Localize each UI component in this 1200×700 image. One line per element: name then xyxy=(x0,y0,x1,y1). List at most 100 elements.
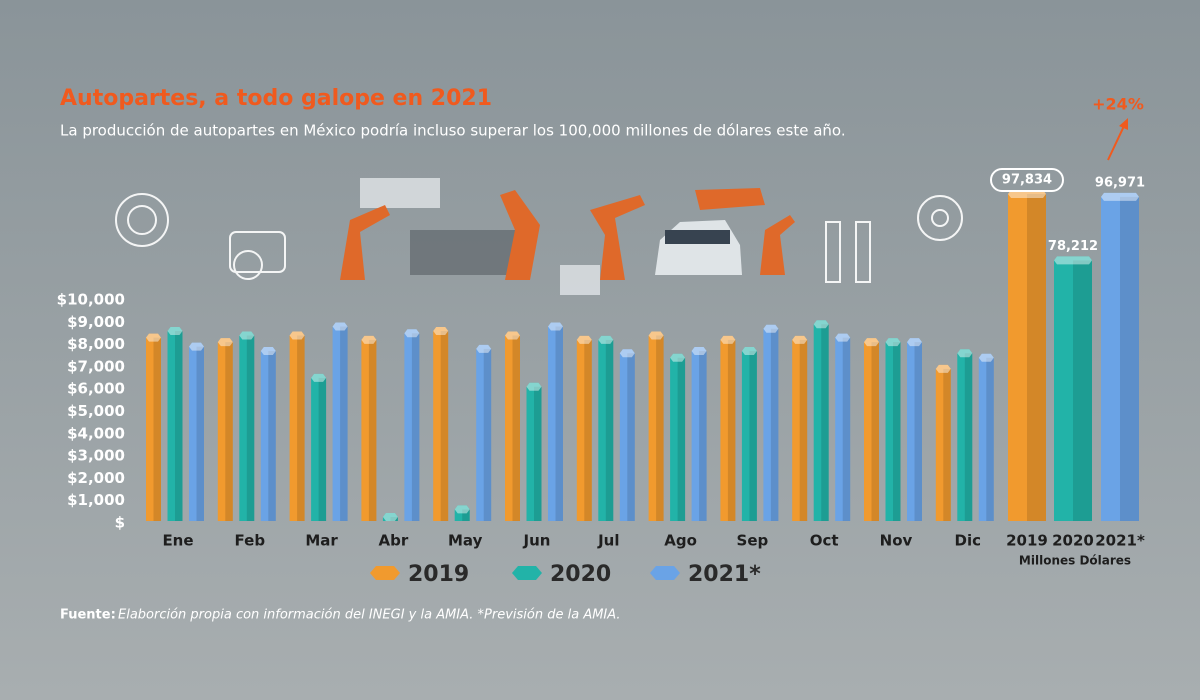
bar-shade xyxy=(893,342,901,521)
x-tick-label: Jul xyxy=(597,532,619,550)
bar-cap xyxy=(691,347,707,356)
illustration xyxy=(115,178,963,295)
bar-cap xyxy=(526,382,542,391)
value-label: 78,212 xyxy=(1048,239,1098,254)
bar xyxy=(1008,190,1046,521)
x-tick-label: 2021* xyxy=(1095,532,1145,550)
bar-shade xyxy=(555,326,563,521)
source-label: Fuente: xyxy=(60,608,116,623)
bar xyxy=(792,335,808,521)
bar xyxy=(935,364,951,521)
y-tick-label: $9,000 xyxy=(67,313,125,331)
bar-shade xyxy=(1027,194,1046,521)
x-tick-label: Ene xyxy=(162,532,193,550)
bar-shade xyxy=(153,337,161,521)
bar xyxy=(239,331,255,521)
bar-cap xyxy=(1101,192,1139,201)
bar xyxy=(260,347,276,521)
bar xyxy=(404,329,420,521)
bar-cap xyxy=(382,513,398,521)
bar xyxy=(217,338,233,521)
bar xyxy=(167,326,183,521)
bar xyxy=(864,338,879,521)
bar xyxy=(957,349,973,521)
bar xyxy=(598,335,614,521)
bar-cap xyxy=(978,353,994,362)
y-tick-label: $2,000 xyxy=(67,469,125,487)
x-tick-label: Oct xyxy=(810,532,839,550)
bar-cap xyxy=(935,364,951,373)
legend-marker xyxy=(370,566,400,580)
bar-cap xyxy=(361,335,377,344)
bar-cap xyxy=(720,335,736,344)
bar-cap xyxy=(404,329,420,338)
bar-shade xyxy=(943,368,951,521)
bar-shade xyxy=(964,353,973,521)
bar-cap xyxy=(835,333,851,342)
y-tick-label: $1,000 xyxy=(67,491,125,509)
bar-shade xyxy=(268,351,276,521)
bar-cap xyxy=(957,349,973,358)
bar-shade xyxy=(656,335,664,521)
chart-title: Autopartes, a todo galope en 2021 xyxy=(60,86,492,111)
x-tick-label: Sep xyxy=(737,532,769,550)
bar-shade xyxy=(605,339,614,521)
bar-cap xyxy=(217,338,233,347)
bar xyxy=(691,347,707,521)
bar-shade xyxy=(749,351,757,521)
annotation-arrow xyxy=(1107,125,1125,161)
bar-cap xyxy=(576,335,592,344)
bar-cap xyxy=(907,338,922,347)
bar-shade xyxy=(727,339,736,521)
y-tick-label: $8,000 xyxy=(67,335,125,353)
bar-cap xyxy=(1054,256,1092,265)
bar xyxy=(763,324,779,521)
x-tick-label: Ago xyxy=(664,532,697,550)
annotation: +24% xyxy=(1092,95,1144,114)
bar-cap xyxy=(763,324,779,333)
bar-shade xyxy=(821,324,829,521)
bar-shade xyxy=(677,357,686,521)
bar-shade xyxy=(462,509,470,521)
bar-cap xyxy=(311,373,327,382)
bar-shade xyxy=(534,386,542,521)
x-tick-label: 2019 xyxy=(1006,532,1048,550)
bar xyxy=(382,513,398,521)
x-tick-label: Jun xyxy=(523,532,551,550)
legend-marker xyxy=(512,566,542,580)
bar-shade xyxy=(871,342,879,521)
bar-shade xyxy=(770,328,779,521)
bar xyxy=(1054,256,1092,521)
bar xyxy=(361,335,377,521)
x-tick-label: May xyxy=(448,532,483,550)
bar xyxy=(720,335,736,521)
value-label-pill xyxy=(990,168,1064,192)
y-tick-label: $4,000 xyxy=(67,424,125,442)
bar-shade xyxy=(799,339,808,521)
chart-subtitle: La producción de autopartes en México po… xyxy=(60,122,846,140)
bar xyxy=(907,338,922,521)
bar-cap xyxy=(505,331,520,340)
source-text: Elaborción propia con información del IN… xyxy=(118,608,621,623)
bar-shade xyxy=(483,348,492,521)
x-tick-label: Abr xyxy=(379,532,409,550)
bar xyxy=(648,331,664,521)
bar-cap xyxy=(239,331,255,340)
annual-axis-label: Millones Dólares xyxy=(1019,554,1131,568)
bar-shade xyxy=(584,339,592,521)
bar-cap xyxy=(476,344,492,353)
bar xyxy=(526,382,542,521)
annotation-arrowhead xyxy=(1119,118,1128,130)
legend-marker xyxy=(650,566,680,580)
bar-shade xyxy=(340,326,348,521)
bar xyxy=(548,322,563,521)
bar xyxy=(741,347,757,521)
bar-cap xyxy=(454,505,470,514)
bar-shade xyxy=(842,337,851,521)
bar xyxy=(311,373,327,521)
bar-shade xyxy=(1120,196,1139,521)
bar-shade xyxy=(699,351,707,521)
bar-shade xyxy=(627,353,635,521)
bar-cap xyxy=(433,326,449,335)
